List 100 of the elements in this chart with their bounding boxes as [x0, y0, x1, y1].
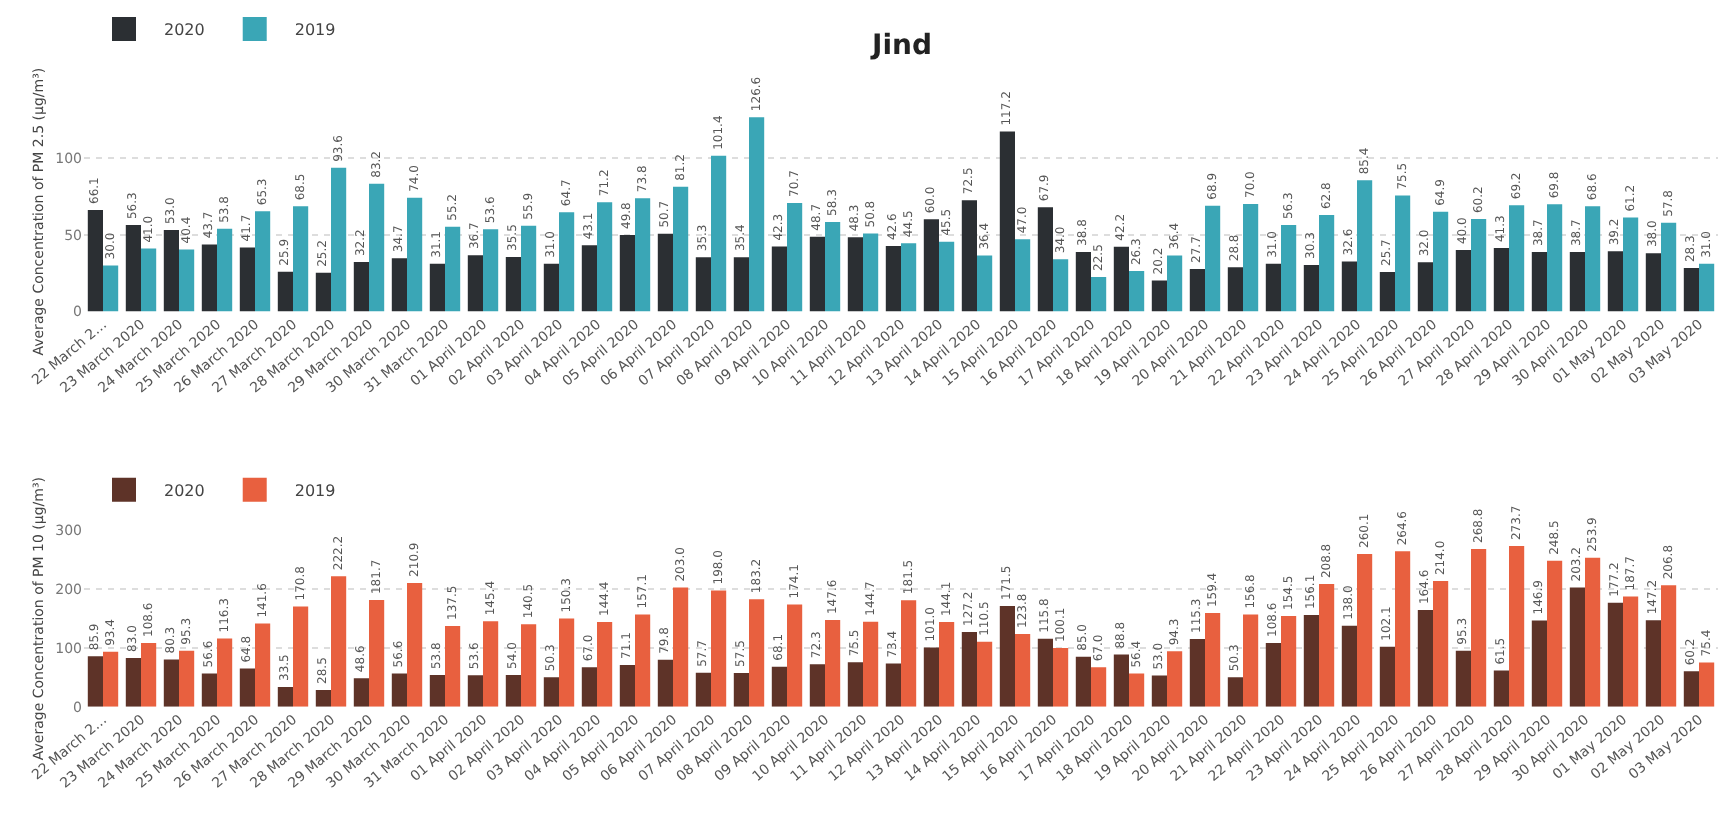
bar	[1531, 620, 1547, 707]
bar	[1281, 225, 1297, 312]
bar	[923, 647, 939, 707]
bar	[1661, 222, 1677, 312]
bar	[885, 246, 901, 312]
bar	[1623, 217, 1639, 312]
bar	[1395, 195, 1411, 312]
bar	[1493, 670, 1509, 707]
bar	[1265, 263, 1281, 312]
bar	[1417, 610, 1433, 707]
bar	[1129, 673, 1145, 707]
bar	[619, 664, 635, 707]
bar	[657, 659, 673, 707]
bar	[179, 249, 195, 312]
bar	[125, 225, 141, 312]
bar	[163, 659, 179, 707]
bar	[581, 667, 597, 707]
bar	[1015, 239, 1031, 312]
bar	[847, 662, 863, 707]
bar	[1607, 602, 1623, 707]
bar	[1129, 271, 1145, 312]
legend-label: 2020	[164, 21, 205, 40]
bar	[467, 675, 483, 707]
bar	[559, 618, 575, 707]
bar	[1113, 246, 1129, 312]
bar	[961, 200, 977, 312]
bar	[1585, 206, 1601, 312]
bar	[1623, 596, 1639, 707]
bar	[505, 256, 521, 312]
legend-label: 2020	[164, 482, 205, 501]
bar	[961, 632, 977, 707]
bar	[1455, 250, 1471, 312]
bar	[901, 243, 917, 312]
bar	[1319, 584, 1335, 707]
bar	[255, 623, 271, 707]
bar	[847, 237, 863, 312]
bar	[597, 202, 613, 312]
bar	[1531, 252, 1547, 312]
bar	[1243, 204, 1259, 312]
bar	[1683, 268, 1699, 312]
bar	[1661, 585, 1677, 707]
bar	[1645, 253, 1661, 312]
bar	[1205, 613, 1221, 707]
bar	[885, 663, 901, 707]
bar	[1151, 280, 1167, 312]
bar	[87, 656, 103, 707]
bar	[1379, 646, 1395, 707]
bar	[467, 255, 483, 312]
bar	[483, 229, 499, 312]
bar	[407, 582, 423, 707]
bar	[483, 621, 499, 707]
bar	[429, 263, 445, 312]
bar	[1113, 654, 1129, 707]
bar	[1303, 615, 1319, 707]
bar	[787, 202, 803, 312]
bar	[369, 600, 385, 707]
bar	[1091, 276, 1107, 312]
bar	[1645, 620, 1661, 707]
bar	[141, 248, 157, 312]
bar	[125, 657, 141, 707]
bar	[733, 672, 749, 707]
bar	[1569, 252, 1585, 312]
bar	[635, 614, 651, 707]
bar	[1053, 259, 1069, 312]
bar	[1607, 251, 1623, 312]
bar	[1075, 251, 1091, 312]
bar	[999, 606, 1015, 707]
bar	[1167, 651, 1183, 707]
bar	[315, 689, 331, 707]
bar	[1547, 560, 1563, 707]
bar	[331, 167, 347, 312]
bar	[1357, 554, 1373, 707]
legend-label: 2019	[294, 21, 336, 40]
bar	[1433, 211, 1449, 312]
bar	[277, 271, 293, 312]
bar	[429, 675, 445, 707]
bar	[1167, 255, 1183, 312]
bar	[771, 246, 787, 312]
bar	[559, 212, 575, 312]
bar	[1037, 638, 1053, 707]
bar	[1205, 205, 1221, 312]
bar	[331, 576, 347, 707]
bar	[673, 186, 689, 312]
bar	[1053, 647, 1069, 707]
bar	[1091, 667, 1107, 707]
bar	[1015, 634, 1031, 707]
bar	[1395, 551, 1411, 707]
bar	[1547, 204, 1563, 312]
bar	[711, 155, 727, 312]
bar	[1699, 263, 1715, 312]
bar	[543, 677, 559, 707]
bar	[1243, 614, 1259, 707]
bar	[141, 642, 157, 707]
bar	[1189, 638, 1205, 707]
bar	[1341, 261, 1357, 312]
bar	[407, 197, 423, 312]
bar	[445, 625, 461, 707]
bar	[863, 233, 879, 312]
bar	[977, 641, 993, 707]
bar	[353, 262, 369, 312]
